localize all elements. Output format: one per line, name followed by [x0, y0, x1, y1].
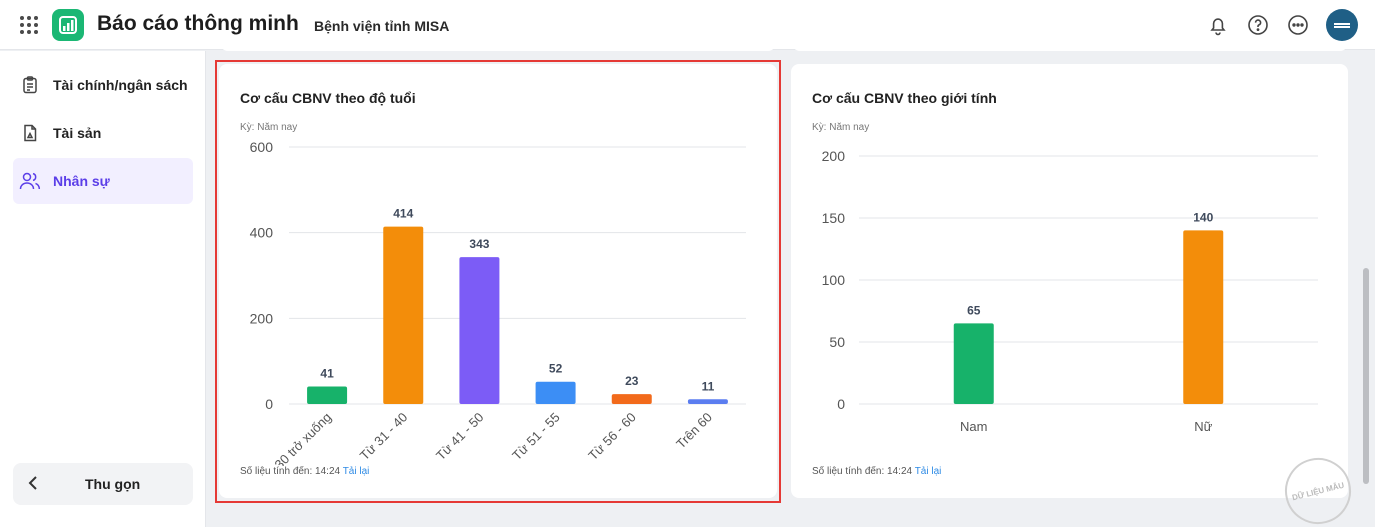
card-title: Cơ cấu CBNV theo độ tuổi: [240, 90, 416, 106]
y-tick-label: 50: [829, 334, 845, 350]
data-timestamp: Số liệu tính đến: 14:24: [240, 466, 341, 477]
avatar[interactable]: [1326, 9, 1358, 41]
y-tick-label: 400: [250, 225, 274, 241]
card-period: Kỳ: Năm nay: [812, 122, 870, 133]
more-icon[interactable]: [1287, 14, 1309, 36]
data-label: 343: [469, 237, 489, 251]
x-tick-label: Nữ: [1194, 419, 1212, 434]
card-title: Cơ cấu CBNV theo giới tính: [812, 90, 997, 106]
card-footer: Số liệu tính đến: 14:24 Tải lại: [812, 466, 941, 477]
age-structure-card: Cơ cấu CBNV theo độ tuổi Kỳ: Năm nay 0 20…: [219, 64, 777, 498]
card-period: Kỳ: Năm nay: [240, 122, 298, 133]
help-icon[interactable]: [1247, 14, 1269, 36]
gender-bar-chart: 0 50 100 150 200 65 Nam 140 Nữ: [822, 148, 1318, 434]
bell-icon[interactable]: [1207, 14, 1229, 36]
data-label: 65: [967, 303, 981, 317]
y-tick-label: 200: [822, 148, 846, 164]
y-tick-label: 150: [822, 210, 846, 226]
bar: [1183, 230, 1224, 404]
bar: [611, 394, 652, 404]
people-icon: [19, 170, 41, 192]
reload-link[interactable]: Tải lại: [914, 466, 942, 477]
highlight-frame: [215, 60, 781, 503]
organization-name[interactable]: Bệnh viện tỉnh MISA: [314, 18, 450, 34]
sidebar-item-hr[interactable]: Nhân sự: [13, 158, 193, 204]
bar: [953, 323, 994, 404]
clipboard-icon: [19, 74, 41, 96]
sidebar-item-assets[interactable]: Tài sản: [13, 110, 193, 156]
collapse-sidebar-button[interactable]: Thu gọn: [13, 463, 193, 505]
app-title: Báo cáo thông minh: [97, 12, 299, 35]
reload-link[interactable]: Tải lại: [342, 466, 370, 477]
data-timestamp: Số liệu tính đến: 14:24: [812, 466, 913, 477]
chevron-left-icon: [13, 474, 53, 495]
card-footer: Số liệu tính đến: 14:24 Tải lại: [240, 466, 369, 477]
data-label: 41: [320, 366, 334, 380]
sidebar-item-label: Tài chính/ngân sách: [53, 77, 188, 93]
sidebar-item-finance[interactable]: Tài chính/ngân sách: [13, 62, 193, 108]
data-label: 140: [1193, 210, 1213, 224]
data-label: 23: [625, 374, 639, 388]
app-grid-icon[interactable]: [20, 16, 38, 34]
x-tick-label: Nam: [960, 419, 987, 434]
bar: [535, 381, 576, 404]
data-label: 11: [702, 379, 715, 393]
bar: [307, 386, 348, 404]
sidebar-item-label: Nhân sự: [53, 173, 110, 189]
y-tick-label: 100: [822, 272, 846, 288]
bar: [459, 257, 500, 404]
gender-structure-card: Cơ cấu CBNV theo giới tính Kỳ: Năm nay 0…: [791, 64, 1348, 498]
collapse-label: Thu gọn: [85, 476, 141, 492]
y-tick-label: 0: [265, 396, 273, 412]
data-label: 414: [393, 207, 413, 221]
card-bottom-edge: [220, 41, 776, 51]
scrollbar[interactable]: [1363, 268, 1369, 484]
app-logo-icon: [52, 9, 84, 41]
bar: [687, 399, 728, 404]
sidebar: Tài chính/ngân sách Tài sản Nhân sự Thu …: [0, 51, 206, 527]
y-tick-label: 600: [250, 139, 274, 155]
sidebar-item-label: Tài sản: [53, 125, 102, 141]
bar: [383, 226, 424, 404]
y-tick-label: 200: [250, 310, 274, 326]
y-tick-label: 0: [837, 396, 845, 412]
data-label: 52: [549, 362, 563, 376]
card-bottom-edge: [792, 41, 1348, 51]
asset-document-icon: [19, 122, 41, 144]
